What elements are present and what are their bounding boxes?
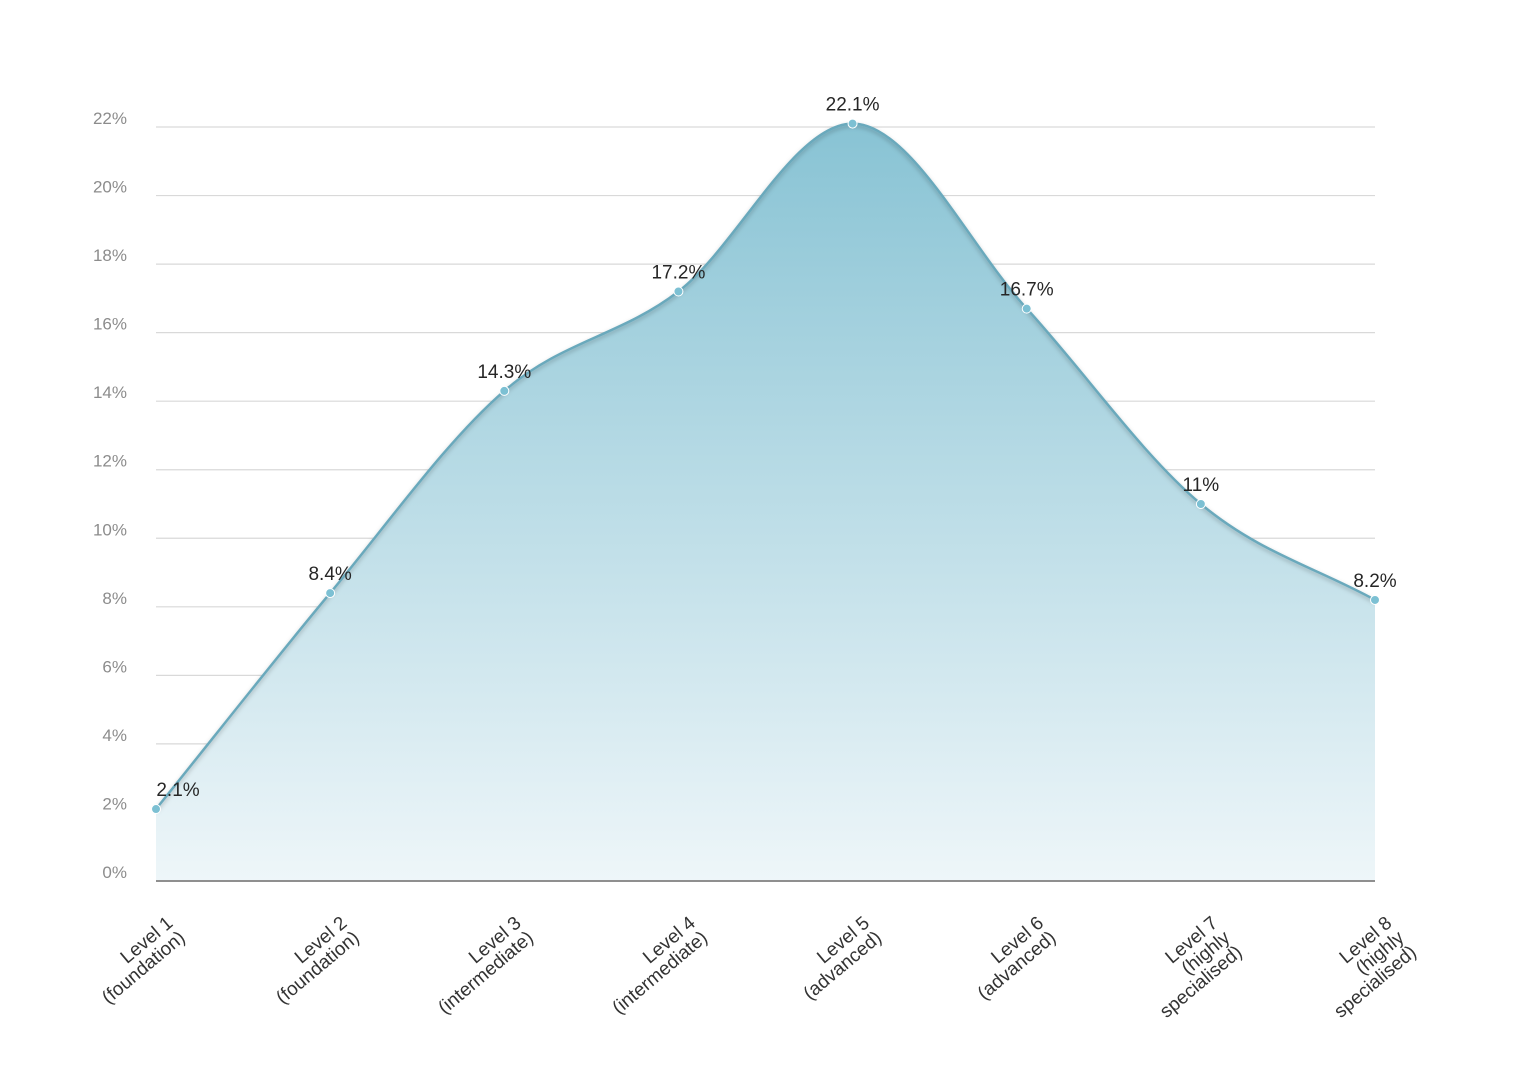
marker-layer xyxy=(151,118,1380,815)
y-tick-label: 18% xyxy=(93,246,127,265)
data-point xyxy=(499,385,510,396)
line-layer xyxy=(155,122,1376,810)
data-point xyxy=(151,804,161,815)
data-label: 14.3% xyxy=(477,362,531,383)
data-point xyxy=(1195,499,1206,509)
data-label: 11% xyxy=(1183,475,1220,496)
data-label: 16.7% xyxy=(1000,280,1054,301)
data-label: 8.2% xyxy=(1353,571,1396,592)
y-tick-label: 14% xyxy=(93,383,127,402)
series-area xyxy=(156,123,1375,881)
data-point xyxy=(325,588,336,599)
data-point xyxy=(1370,594,1380,605)
y-tick-label: 2% xyxy=(102,794,127,813)
data-point xyxy=(847,118,858,129)
data-label: 2.1% xyxy=(156,780,199,801)
y-tick-label: 16% xyxy=(93,315,127,334)
data-point xyxy=(673,286,684,297)
x-tick-label: Level 4(intermediate) xyxy=(609,912,712,1018)
x-tick-label: Level 5(advanced) xyxy=(800,913,886,1005)
series-line xyxy=(155,122,1376,810)
x-tick-label: Level 3(intermediate) xyxy=(434,913,537,1019)
data-label: 22.1% xyxy=(826,95,880,116)
y-tick-label: 6% xyxy=(102,657,127,676)
data-label: 8.4% xyxy=(308,564,351,585)
y-tick-label: 4% xyxy=(102,726,127,745)
y-tick-label: 0% xyxy=(102,863,127,882)
area-layer xyxy=(156,123,1375,881)
x-axis-ticks: Level 1(foundation) Level 2(foundation) Le… xyxy=(98,912,1420,1023)
y-tick-label: 8% xyxy=(102,589,127,608)
y-tick-label: 22% xyxy=(93,109,127,128)
y-axis-ticks: 0% 2% 4% 6% 8% 10% 12% 14% 16% 18% 20% 22% xyxy=(93,109,127,882)
x-tick-label: Level 6(advanced) xyxy=(974,913,1060,1005)
x-tick-label: Level 1(foundation) xyxy=(98,913,189,1009)
y-tick-label: 10% xyxy=(93,520,127,539)
x-tick-label: Level 2(foundation) xyxy=(272,913,363,1009)
y-tick-label: 20% xyxy=(93,178,127,197)
data-label: 17.2% xyxy=(651,263,705,284)
label-layer: 2.1% 8.4% 14.3% 17.2% 22.1% 16.7% 11% 8.2% xyxy=(156,95,1396,801)
y-tick-label: 12% xyxy=(93,452,127,471)
data-point xyxy=(1021,303,1032,314)
